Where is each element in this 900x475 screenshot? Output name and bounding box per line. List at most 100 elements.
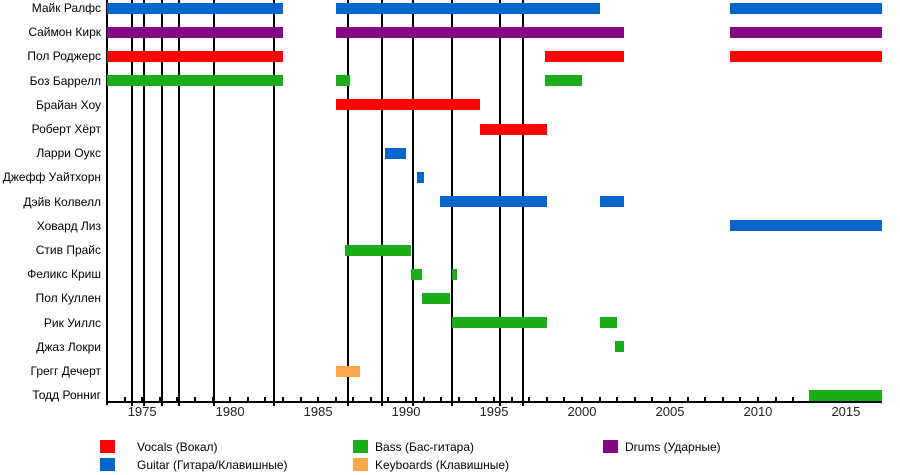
member-tenure-bar [451,317,547,329]
member-label: Рик Уиллс [43,315,101,330]
axis-minor-tick [405,397,408,401]
axis-minor-tick [510,397,513,401]
member-label: Ховард Лиз [36,218,101,233]
member-tenure-bar [545,50,625,62]
member-label: Феликс Криш [27,267,101,282]
album-release-line [142,0,145,406]
axis-minor-tick [686,397,689,401]
axis-minor-tick [176,397,179,401]
axis-minor-tick [633,397,636,401]
axis-minor-tick [792,397,795,401]
member-tenure-bar [729,26,882,38]
member-label: Ларри Оукс [36,146,101,161]
member-tenure-bar [335,26,625,38]
album-release-line [160,0,163,406]
axis-minor-tick [334,397,337,401]
legend-label-drums: Drums (Ударные) [625,440,721,454]
member-label: Пол Куллен [35,291,101,306]
member-label: Боз Баррелл [29,73,101,88]
axis-minor-tick [229,397,232,401]
album-release-line [273,0,276,406]
album-release-line [213,0,216,406]
member-label: Роберт Хёрт [31,122,101,136]
axis-minor-tick [317,397,320,401]
member-tenure-bar [479,123,547,135]
axis-minor-tick [457,397,460,401]
axis-tick-label: 1995 [479,404,509,419]
album-release-line [381,0,384,406]
legend-label-guitar: Guitar (Гитара/Клавишные) [137,458,288,472]
axis-minor-tick [756,397,759,401]
legend-swatch-drums [603,440,618,453]
axis-minor-tick [528,397,531,401]
member-label: Джаз Локри [36,339,101,354]
legend-label-vocals: Vocals (Вокал) [137,440,218,454]
axis-minor-tick [158,397,161,401]
legend-label-bass: Bass (Бас-гитара) [375,440,475,454]
member-tenure-bar [384,147,407,159]
axis-minor-tick [581,397,584,401]
member-tenure-bar [107,50,283,62]
axis-minor-tick [422,397,425,401]
member-tenure-bar [335,99,480,111]
axis-minor-tick [106,397,108,401]
member-tenure-bar [615,341,625,353]
axis-minor-tick [475,397,478,401]
member-tenure-bar [411,268,422,280]
axis-tick-label: 2000 [567,404,597,419]
axis-minor-tick [281,397,284,401]
member-label: Тодд Ронниг [32,388,101,403]
member-tenure-bar [451,268,458,280]
axis-tick-label: 2015 [831,404,861,419]
axis-minor-tick [598,397,601,401]
axis-minor-tick [774,397,777,401]
member-label: Дэйв Колвелл [23,194,101,209]
legend-swatch-guitar [100,458,115,471]
member-tenure-bar [729,50,882,62]
axis-minor-tick [369,397,372,401]
member-tenure-bar [107,2,283,14]
axis-minor-tick [246,397,249,401]
axis-minor-tick [651,397,654,401]
member-label: Брайан Хоу [36,97,101,112]
member-tenure-bar [599,196,625,208]
axis-minor-tick [668,397,671,401]
member-tenure-bar [335,2,600,14]
member-tenure-bar [107,75,283,87]
legend-swatch-bass [353,440,368,453]
axis-minor-tick [563,397,566,401]
member-tenure-bar [344,244,412,256]
member-label: Джефф Уайтхорн [2,170,101,185]
axis-minor-tick [299,397,302,401]
axis-tick-label: 1980 [215,404,245,419]
member-tenure-bar [729,2,882,14]
member-label: Пол Роджерс [27,49,101,64]
axis-tick-label: 1975 [127,404,157,419]
member-tenure-bar [421,292,451,304]
member-label: Стив Прайс [35,243,101,257]
album-release-line [178,0,181,406]
member-label: Грегг Дечерт [30,364,102,378]
album-release-line [412,0,415,406]
axis-tick-label: 2010 [743,404,773,419]
member-tenure-bar [545,75,583,87]
axis-minor-tick [387,397,390,401]
axis-minor-tick [704,397,707,401]
axis-minor-tick [264,397,267,401]
axis-minor-tick [123,397,126,401]
member-tenure-bar [416,171,424,183]
legend-swatch-vocals [100,440,115,453]
member-tenure-bar [107,26,283,38]
x-axis-line [106,401,882,403]
axis-minor-tick [616,397,619,401]
axis-minor-tick [211,397,214,401]
axis-minor-tick [721,397,724,401]
axis-minor-tick [545,397,548,401]
legend-label-keyboards: Keyboards (Клавишные) [375,458,509,472]
member-tenure-bar [335,365,361,377]
member-tenure-bar [599,317,618,329]
album-release-line [347,0,350,406]
member-tenure-bar [335,75,350,87]
axis-tick-label: 1985 [303,404,333,419]
member-tenure-bar [439,196,547,208]
